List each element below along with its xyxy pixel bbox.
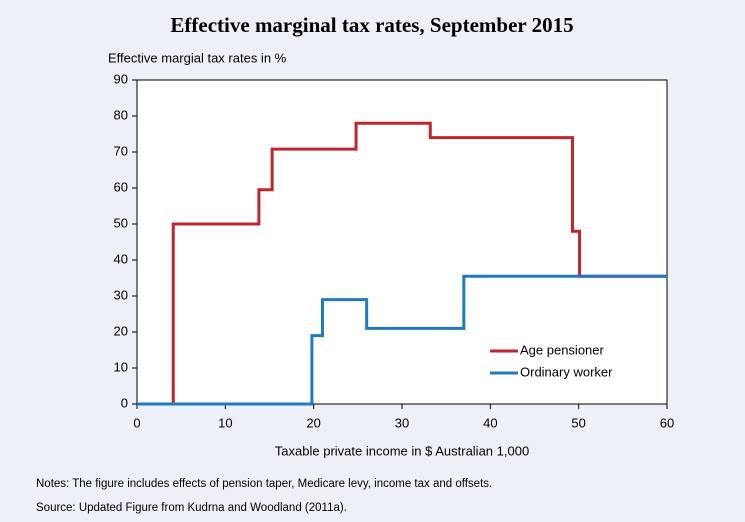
line — [137, 274, 667, 406]
source: Source: Updated Figure from Kudrna and W… — [36, 502, 347, 514]
x-tick-label: 60 — [660, 415, 674, 430]
y-tick-label: 40 — [114, 251, 128, 266]
x-axis-label: Taxable private income in $ Australian 1… — [275, 443, 529, 458]
y-axis-label: Effective margial tax rates in % — [108, 50, 287, 65]
x-tick-label: 50 — [571, 415, 585, 430]
legend-label: Ordinary worker — [520, 364, 613, 379]
y-tick-label: 90 — [114, 71, 128, 86]
legend-box — [484, 335, 641, 391]
x-tick-label: 40 — [483, 415, 497, 430]
x-tick-label: 20 — [306, 415, 320, 430]
y-tick-label: 70 — [114, 143, 128, 158]
y-tick-label: 60 — [114, 179, 128, 194]
legend-label: Age pensioner — [520, 342, 605, 357]
y-tick-label: 30 — [114, 287, 128, 302]
y-tick-label: 20 — [114, 323, 128, 338]
y-tick-label: 50 — [114, 215, 128, 230]
x-tick-label: 30 — [395, 415, 409, 430]
x-tick-label: 0 — [133, 415, 140, 430]
notes: Notes: The figure includes effects of pe… — [36, 478, 492, 490]
y-tick-label: 80 — [114, 107, 128, 122]
x-tick-label: 10 — [218, 415, 232, 430]
line — [137, 121, 667, 406]
y-tick-label: 10 — [114, 359, 128, 374]
y-tick-label: 0 — [121, 395, 128, 410]
chart-title: Effective marginal tax rates, September … — [170, 13, 573, 37]
